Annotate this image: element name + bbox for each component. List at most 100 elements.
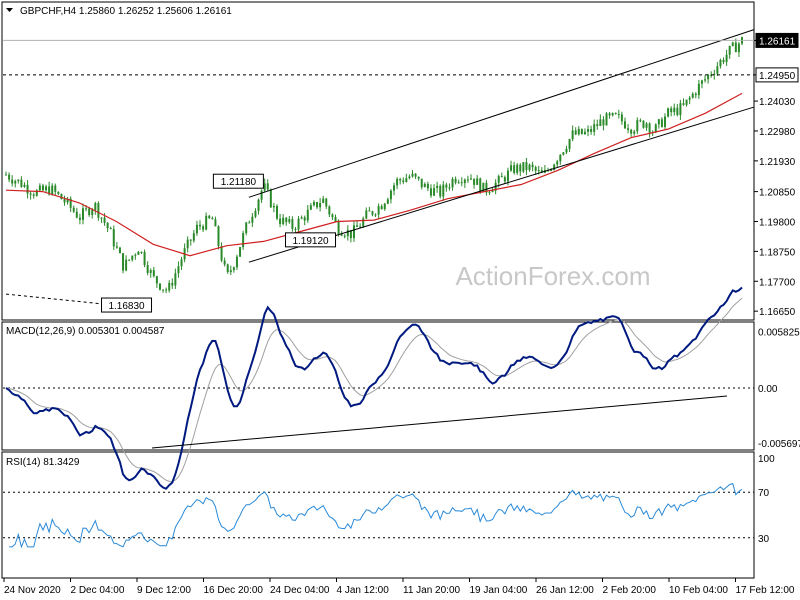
candle-body xyxy=(482,182,485,193)
candle-body xyxy=(704,79,707,81)
candle-body xyxy=(470,178,473,180)
candle-body xyxy=(393,185,396,191)
dropdown-arrow-icon[interactable] xyxy=(6,8,13,12)
candle-body xyxy=(60,193,63,200)
candle-body xyxy=(506,170,509,182)
candle-body xyxy=(633,131,636,134)
candle-body xyxy=(245,222,248,234)
time-axis-label: 2 Dec 04:00 xyxy=(71,585,125,596)
candle-body xyxy=(199,224,202,227)
candle-body xyxy=(734,42,737,53)
candle-body xyxy=(611,113,614,116)
candle-body xyxy=(8,174,11,180)
candle-body xyxy=(312,201,315,206)
time-axis-label: 4 Jan 12:00 xyxy=(337,585,390,596)
candle-body xyxy=(328,206,331,215)
candle-body xyxy=(112,229,115,247)
candle-body xyxy=(103,217,106,223)
channel-upper-line xyxy=(248,29,755,198)
candle-body xyxy=(460,182,463,184)
candle-body xyxy=(14,181,17,184)
candle-body xyxy=(700,80,703,84)
candle-body xyxy=(580,128,583,135)
macd-axis-label: 0.005825 xyxy=(758,328,800,339)
candle-body xyxy=(516,164,519,173)
candle-body xyxy=(288,219,291,223)
candle-body xyxy=(232,267,235,271)
candle-body xyxy=(673,107,676,113)
price-tag xyxy=(755,32,799,48)
candle-body xyxy=(162,289,165,291)
candle-body xyxy=(5,174,7,176)
time-axis-label: 10 Feb 04:00 xyxy=(669,585,728,596)
candle-body xyxy=(106,222,109,228)
candle-body xyxy=(122,253,125,271)
candle-body xyxy=(605,113,608,126)
candle-body xyxy=(725,54,728,63)
candle-body xyxy=(617,113,620,115)
candle-body xyxy=(192,233,195,241)
candle-body xyxy=(140,251,143,253)
candle-body xyxy=(540,170,543,173)
candle-body xyxy=(63,199,66,203)
candle-body xyxy=(266,183,269,190)
candle-body xyxy=(623,121,626,129)
candle-body xyxy=(562,152,565,155)
candle-body xyxy=(303,217,306,221)
macd-trendline xyxy=(151,395,728,449)
price-axis-label: 1.16650 xyxy=(759,307,796,318)
price-axis-label: 1.26161 xyxy=(759,36,796,47)
candle-body xyxy=(445,184,448,188)
candle-body xyxy=(525,162,528,170)
candle-body xyxy=(115,246,118,248)
time-axis-label: 24 Nov 2020 xyxy=(4,585,61,596)
candle-body xyxy=(48,186,51,195)
candle-body xyxy=(685,99,688,105)
candle-body xyxy=(340,234,343,236)
candle-body xyxy=(217,226,220,247)
candle-body xyxy=(676,107,679,116)
candle-body xyxy=(565,148,568,153)
price-axis-label: 1.24030 xyxy=(759,97,796,108)
candle-body xyxy=(433,188,436,196)
candle-body xyxy=(149,270,152,273)
candle-body xyxy=(239,247,242,257)
candle-body xyxy=(17,179,20,182)
candle-body xyxy=(417,176,420,179)
candle-body xyxy=(72,207,75,212)
candle-body xyxy=(78,217,81,220)
candle-body xyxy=(697,83,700,96)
candle-body xyxy=(189,239,192,241)
candle-body xyxy=(679,103,682,116)
candle-body xyxy=(537,170,540,172)
candle-body xyxy=(491,190,494,193)
rsi-axis-label: 70 xyxy=(758,488,770,499)
candle-body xyxy=(211,218,214,220)
candle-body xyxy=(263,183,266,191)
candle-body xyxy=(294,228,297,230)
price-axis-label: 1.24950 xyxy=(759,71,796,82)
candle-body xyxy=(282,217,285,225)
candle-body xyxy=(682,103,685,105)
candle-body xyxy=(423,183,426,188)
candle-body xyxy=(574,130,577,135)
candle-body xyxy=(337,221,340,235)
candle-body xyxy=(208,215,211,219)
candle-body xyxy=(688,97,691,100)
macd-series xyxy=(3,286,754,490)
candle-body xyxy=(146,265,149,273)
candle-body xyxy=(300,217,303,219)
macd-axis-label: 0.00 xyxy=(758,384,778,395)
candle-body xyxy=(731,42,734,46)
candle-body xyxy=(568,139,571,149)
candle-body xyxy=(155,276,158,284)
axes: 1.26161 1.24950 1.24030 1.22980 1.21930 1.208… xyxy=(3,32,800,596)
candle-body xyxy=(503,177,506,182)
candle-body xyxy=(88,208,91,216)
candle-body xyxy=(670,108,673,113)
candle-body xyxy=(349,230,352,239)
candle-body xyxy=(380,206,383,210)
candle-body xyxy=(513,165,516,173)
candle-body xyxy=(205,215,208,230)
candle-body xyxy=(38,185,41,191)
